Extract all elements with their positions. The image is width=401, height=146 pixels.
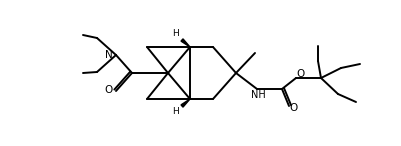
Text: H: H [172, 107, 179, 117]
Polygon shape [180, 99, 190, 107]
Text: H: H [172, 29, 179, 39]
Text: N: N [105, 50, 113, 60]
Text: NH: NH [250, 90, 265, 100]
Polygon shape [180, 39, 190, 47]
Text: O: O [289, 103, 298, 113]
Text: O: O [105, 85, 113, 95]
Text: O: O [296, 69, 304, 79]
